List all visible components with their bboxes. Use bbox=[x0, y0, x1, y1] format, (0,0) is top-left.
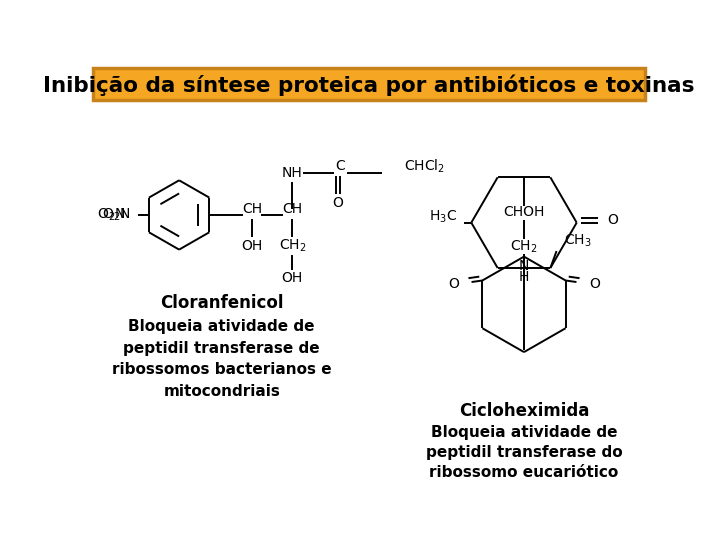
Text: NH: NH bbox=[282, 166, 302, 180]
Text: O$_2$N: O$_2$N bbox=[97, 207, 126, 223]
Text: O: O bbox=[449, 278, 459, 292]
Text: O: O bbox=[333, 197, 343, 211]
Text: CH: CH bbox=[242, 202, 262, 216]
Text: O: O bbox=[608, 213, 618, 227]
Text: CH$_3$: CH$_3$ bbox=[564, 233, 592, 249]
Text: Bloqueia atividade de: Bloqueia atividade de bbox=[431, 426, 617, 440]
Text: mitocondriais: mitocondriais bbox=[163, 384, 280, 399]
Text: CH$_2$: CH$_2$ bbox=[510, 238, 538, 255]
Text: O$_2$N: O$_2$N bbox=[102, 207, 130, 223]
Text: CHOH: CHOH bbox=[503, 205, 545, 219]
Text: ribossomo eucariótico: ribossomo eucariótico bbox=[429, 465, 618, 481]
Text: peptidil transferase de: peptidil transferase de bbox=[123, 341, 320, 356]
Text: O: O bbox=[589, 278, 600, 292]
Text: H$_3$C: H$_3$C bbox=[429, 208, 457, 225]
FancyBboxPatch shape bbox=[93, 68, 645, 100]
Text: Cicloheximida: Cicloheximida bbox=[459, 402, 589, 420]
Text: OH: OH bbox=[241, 239, 263, 253]
Text: peptidil transferase do: peptidil transferase do bbox=[426, 446, 622, 461]
Text: Cloranfenicol: Cloranfenicol bbox=[160, 294, 284, 313]
Text: CH$_2$: CH$_2$ bbox=[279, 238, 306, 254]
Text: ribossomos bacterianos e: ribossomos bacterianos e bbox=[112, 362, 332, 377]
Text: H: H bbox=[519, 269, 529, 284]
Text: Inibição da síntese proteica por antibióticos e toxinas: Inibição da síntese proteica por antibió… bbox=[43, 74, 695, 96]
Text: CH: CH bbox=[282, 202, 302, 216]
Text: OH: OH bbox=[282, 271, 303, 285]
Text: CHCl$_2$: CHCl$_2$ bbox=[404, 158, 445, 175]
Text: Bloqueia atividade de: Bloqueia atividade de bbox=[128, 319, 315, 334]
Text: C: C bbox=[336, 159, 345, 173]
Text: N: N bbox=[519, 259, 529, 273]
